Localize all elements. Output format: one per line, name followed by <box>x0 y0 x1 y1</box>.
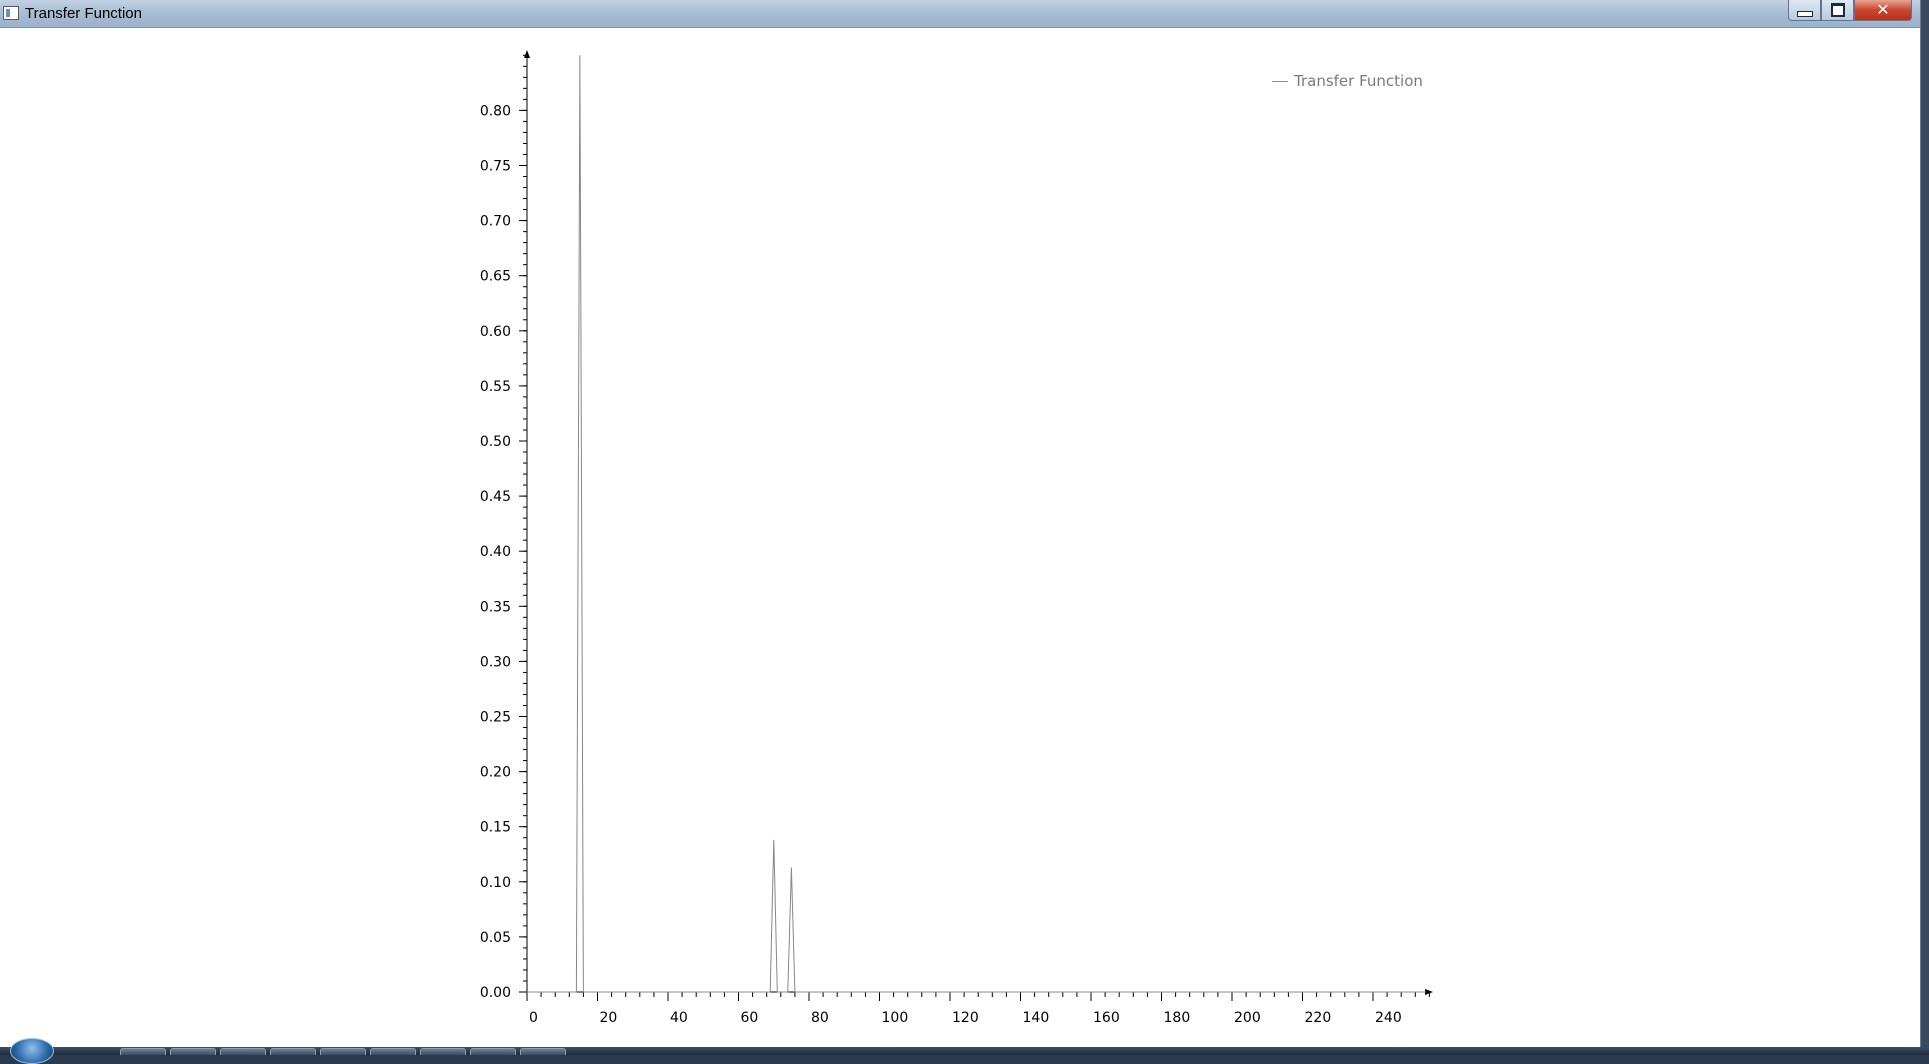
series-line-transfer-function <box>527 55 1426 993</box>
y-tick-label: 0.10 <box>480 875 511 891</box>
x-tick-label: 240 <box>1375 1010 1402 1026</box>
app-icon[interactable] <box>3 6 19 20</box>
x-tick-label: 160 <box>1093 1010 1120 1026</box>
y-tick-label: 0.45 <box>480 489 511 505</box>
x-tick-label: 80 <box>811 1010 829 1026</box>
legend: Transfer Function <box>1272 72 1423 90</box>
taskbar <box>0 1047 1929 1055</box>
taskbar-button[interactable] <box>120 1048 166 1055</box>
x-tick-label: 180 <box>1164 1010 1191 1026</box>
y-tick-label: 0.00 <box>480 985 511 1001</box>
taskbar-button[interactable] <box>170 1048 216 1055</box>
y-tick-label: 0.70 <box>480 214 511 230</box>
y-tick-label: 0.50 <box>480 434 511 450</box>
x-tick-label: 140 <box>1023 1010 1050 1026</box>
legend-swatch <box>1272 80 1288 82</box>
y-tick-label: 0.40 <box>480 544 511 560</box>
taskbar-button[interactable] <box>420 1048 466 1055</box>
minimize-button[interactable] <box>1788 0 1821 21</box>
maximize-icon <box>1830 3 1845 17</box>
y-tick-label: 0.65 <box>480 269 511 285</box>
x-tick-label: 20 <box>600 1010 618 1026</box>
taskbar-button[interactable] <box>270 1048 316 1055</box>
y-tick-label: 0.60 <box>480 324 511 340</box>
y-tick-label: 0.25 <box>480 710 511 726</box>
y-tick-label: 0.05 <box>480 930 511 946</box>
taskbar-button[interactable] <box>520 1048 566 1055</box>
taskbar-button[interactable] <box>370 1048 416 1055</box>
y-tick-label: 0.15 <box>480 820 511 836</box>
app-window: Transfer Function ✕ 0.00 0.05 0.10 0.15 0.20… <box>0 0 1921 1047</box>
y-tick-label: 0.35 <box>480 599 511 615</box>
x-tick-label: 120 <box>952 1010 979 1026</box>
taskbar-button[interactable] <box>220 1048 266 1055</box>
legend-label: Transfer Function <box>1294 72 1423 90</box>
y-tick-label: 0.80 <box>480 103 511 119</box>
y-axis-arrow <box>524 50 530 58</box>
window-title: Transfer Function <box>25 5 142 22</box>
x-tick-label: 200 <box>1234 1010 1261 1026</box>
x-tick-label: 100 <box>882 1010 909 1026</box>
desktop-edge <box>1921 0 1929 1047</box>
transfer-function-chart: 0.00 0.05 0.10 0.15 0.20 0.25 0.30 0.35 0.40 0.45… <box>480 50 1433 1026</box>
plot-area: 0.00 0.05 0.10 0.15 0.20 0.25 0.30 0.35 0.40 0.45… <box>0 28 1920 1047</box>
x-tick-label: 40 <box>670 1010 688 1026</box>
x-tick-label: 60 <box>741 1010 759 1026</box>
taskbar-button[interactable] <box>470 1048 516 1055</box>
x-tick-label: 220 <box>1305 1010 1332 1026</box>
close-icon: ✕ <box>1876 0 1890 19</box>
taskbar-button[interactable] <box>320 1048 366 1055</box>
y-tick-label: 0.75 <box>480 159 511 175</box>
windows-start-icon[interactable] <box>10 1038 54 1064</box>
y-tick-label: 0.20 <box>480 765 511 781</box>
maximize-button[interactable] <box>1821 0 1854 21</box>
close-button[interactable]: ✕ <box>1854 0 1912 21</box>
y-tick-label: 0.30 <box>480 654 511 670</box>
title-bar[interactable]: Transfer Function ✕ <box>0 0 1920 28</box>
x-tick-label: 0 <box>529 1010 538 1026</box>
minimize-icon <box>1796 11 1813 17</box>
y-tick-label: 0.55 <box>480 379 511 395</box>
